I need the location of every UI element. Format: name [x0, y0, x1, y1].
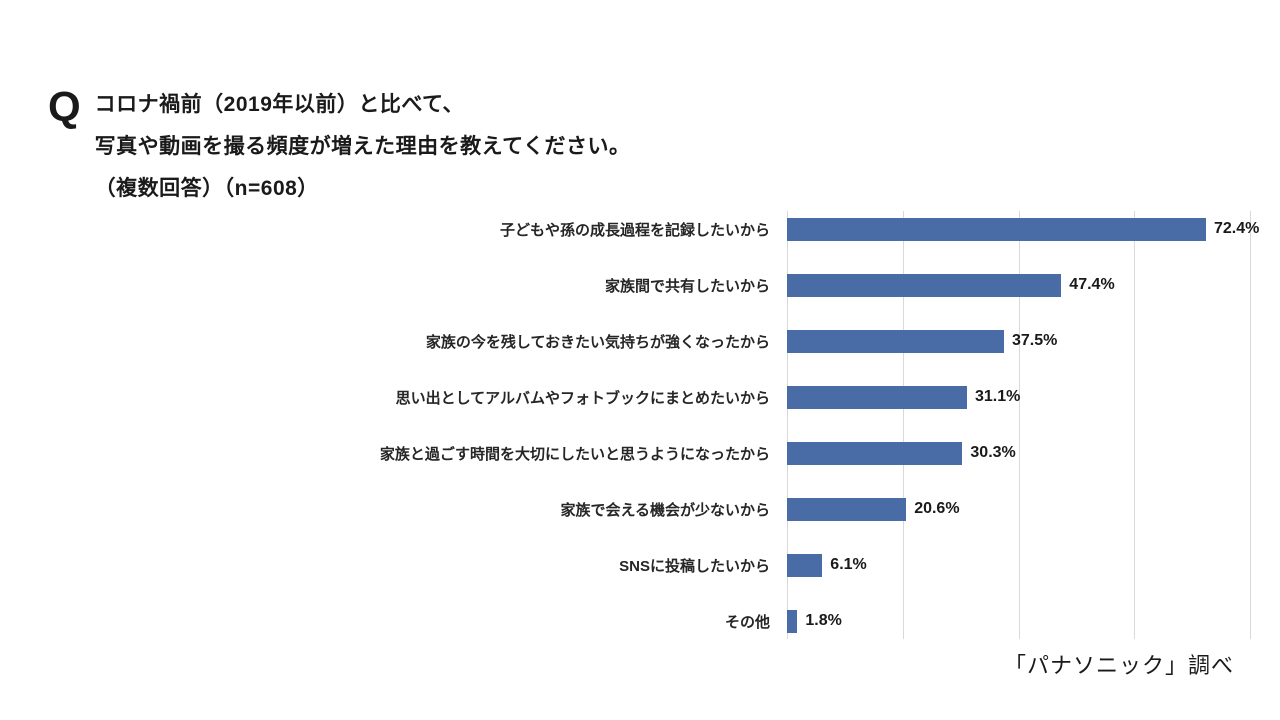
bar: [787, 273, 1062, 297]
bar: [787, 385, 967, 409]
bar: [787, 441, 963, 465]
bar-label: 思い出としてアルバムやフォトブックにまとめたいから: [395, 389, 770, 407]
gridline: [1018, 211, 1020, 639]
bar-label: 子どもや孫の成長過程を記録したいから: [499, 221, 770, 239]
bar-plot-area: 6.1%: [787, 537, 1280, 593]
bar-chart: 子どもや孫の成長過程を記録したいから 72.4% 家族間で共有したいから 47.4% 家…: [0, 201, 1280, 653]
q-mark: Q: [48, 83, 81, 130]
chart-row: SNSに投稿したいから 6.1%: [0, 537, 1280, 593]
chart-row: 家族と過ごす時間を大切にしたいと思うようになったから 30.3%: [0, 425, 1280, 481]
bar-value: 30.3%: [970, 444, 1016, 461]
question-header: Q コロナ禍前（2019年以前）と比べて、 写真や動画を撮る頻度が増えた理由を教…: [48, 84, 631, 210]
gridline: [787, 211, 788, 639]
bar-value: 72.4%: [1214, 220, 1260, 237]
bar: [787, 217, 1206, 241]
chart-row: その他 1.8%: [0, 593, 1280, 649]
bar-plot-area: 72.4%: [787, 201, 1280, 257]
question-title: コロナ禍前（2019年以前）と比べて、 写真や動画を撮る頻度が増えた理由を教えて…: [95, 84, 631, 210]
bar-plot-area: 20.6%: [787, 481, 1280, 537]
gridline: [1250, 211, 1251, 639]
bar-value: 31.1%: [975, 388, 1021, 405]
gridlines: [787, 211, 1251, 639]
bar-label: 家族で会える機会が少ないから: [560, 501, 770, 519]
bar-value: 6.1%: [830, 556, 867, 573]
chart-row: 子どもや孫の成長過程を記録したいから 72.4%: [0, 201, 1280, 257]
bar-value: 20.6%: [914, 500, 960, 517]
title-line-2: 写真や動画を撮る頻度が増えた理由を教えてください。: [94, 135, 631, 158]
bar-plot-area: 37.5%: [787, 313, 1280, 369]
bar: [787, 553, 823, 577]
title-line-3: （複数回答）（n=608）: [94, 177, 319, 200]
source-credit: 「パナソニック」調べ: [1003, 653, 1234, 678]
title-line-1: コロナ禍前（2019年以前）と比べて、: [94, 93, 464, 116]
bar-plot-area: 31.1%: [787, 369, 1280, 425]
bar-plot-area: 30.3%: [787, 425, 1280, 481]
bar-label: 家族と過ごす時間を大切にしたいと思うようになったから: [379, 445, 770, 463]
bar-label: 家族の今を残しておきたい気持ちが強くなったから: [425, 333, 770, 351]
chart-row: 家族で会える機会が少ないから 20.6%: [0, 481, 1280, 537]
bar-value: 47.4%: [1069, 276, 1115, 293]
bar: [787, 329, 1004, 353]
bar: [787, 497, 907, 521]
gridline: [1134, 211, 1136, 639]
bar-label: その他: [724, 613, 770, 631]
chart-row: 家族間で共有したいから 47.4%: [0, 257, 1280, 313]
chart-rows: 子どもや孫の成長過程を記録したいから 72.4% 家族間で共有したいから 47.4% 家…: [0, 201, 1280, 649]
gridline: [902, 211, 904, 639]
chart-row: 家族の今を残しておきたい気持ちが強くなったから 37.5%: [0, 313, 1280, 369]
bar-label: SNSに投稿したいから: [619, 557, 770, 575]
bar-value: 1.8%: [805, 612, 842, 629]
bar-value: 37.5%: [1012, 332, 1058, 349]
bar-plot-area: 1.8%: [787, 593, 1280, 649]
bar: [787, 609, 798, 633]
chart-row: 思い出としてアルバムやフォトブックにまとめたいから 31.1%: [0, 369, 1280, 425]
bar-plot-area: 47.4%: [787, 257, 1280, 313]
bar-label: 家族間で共有したいから: [604, 277, 770, 295]
